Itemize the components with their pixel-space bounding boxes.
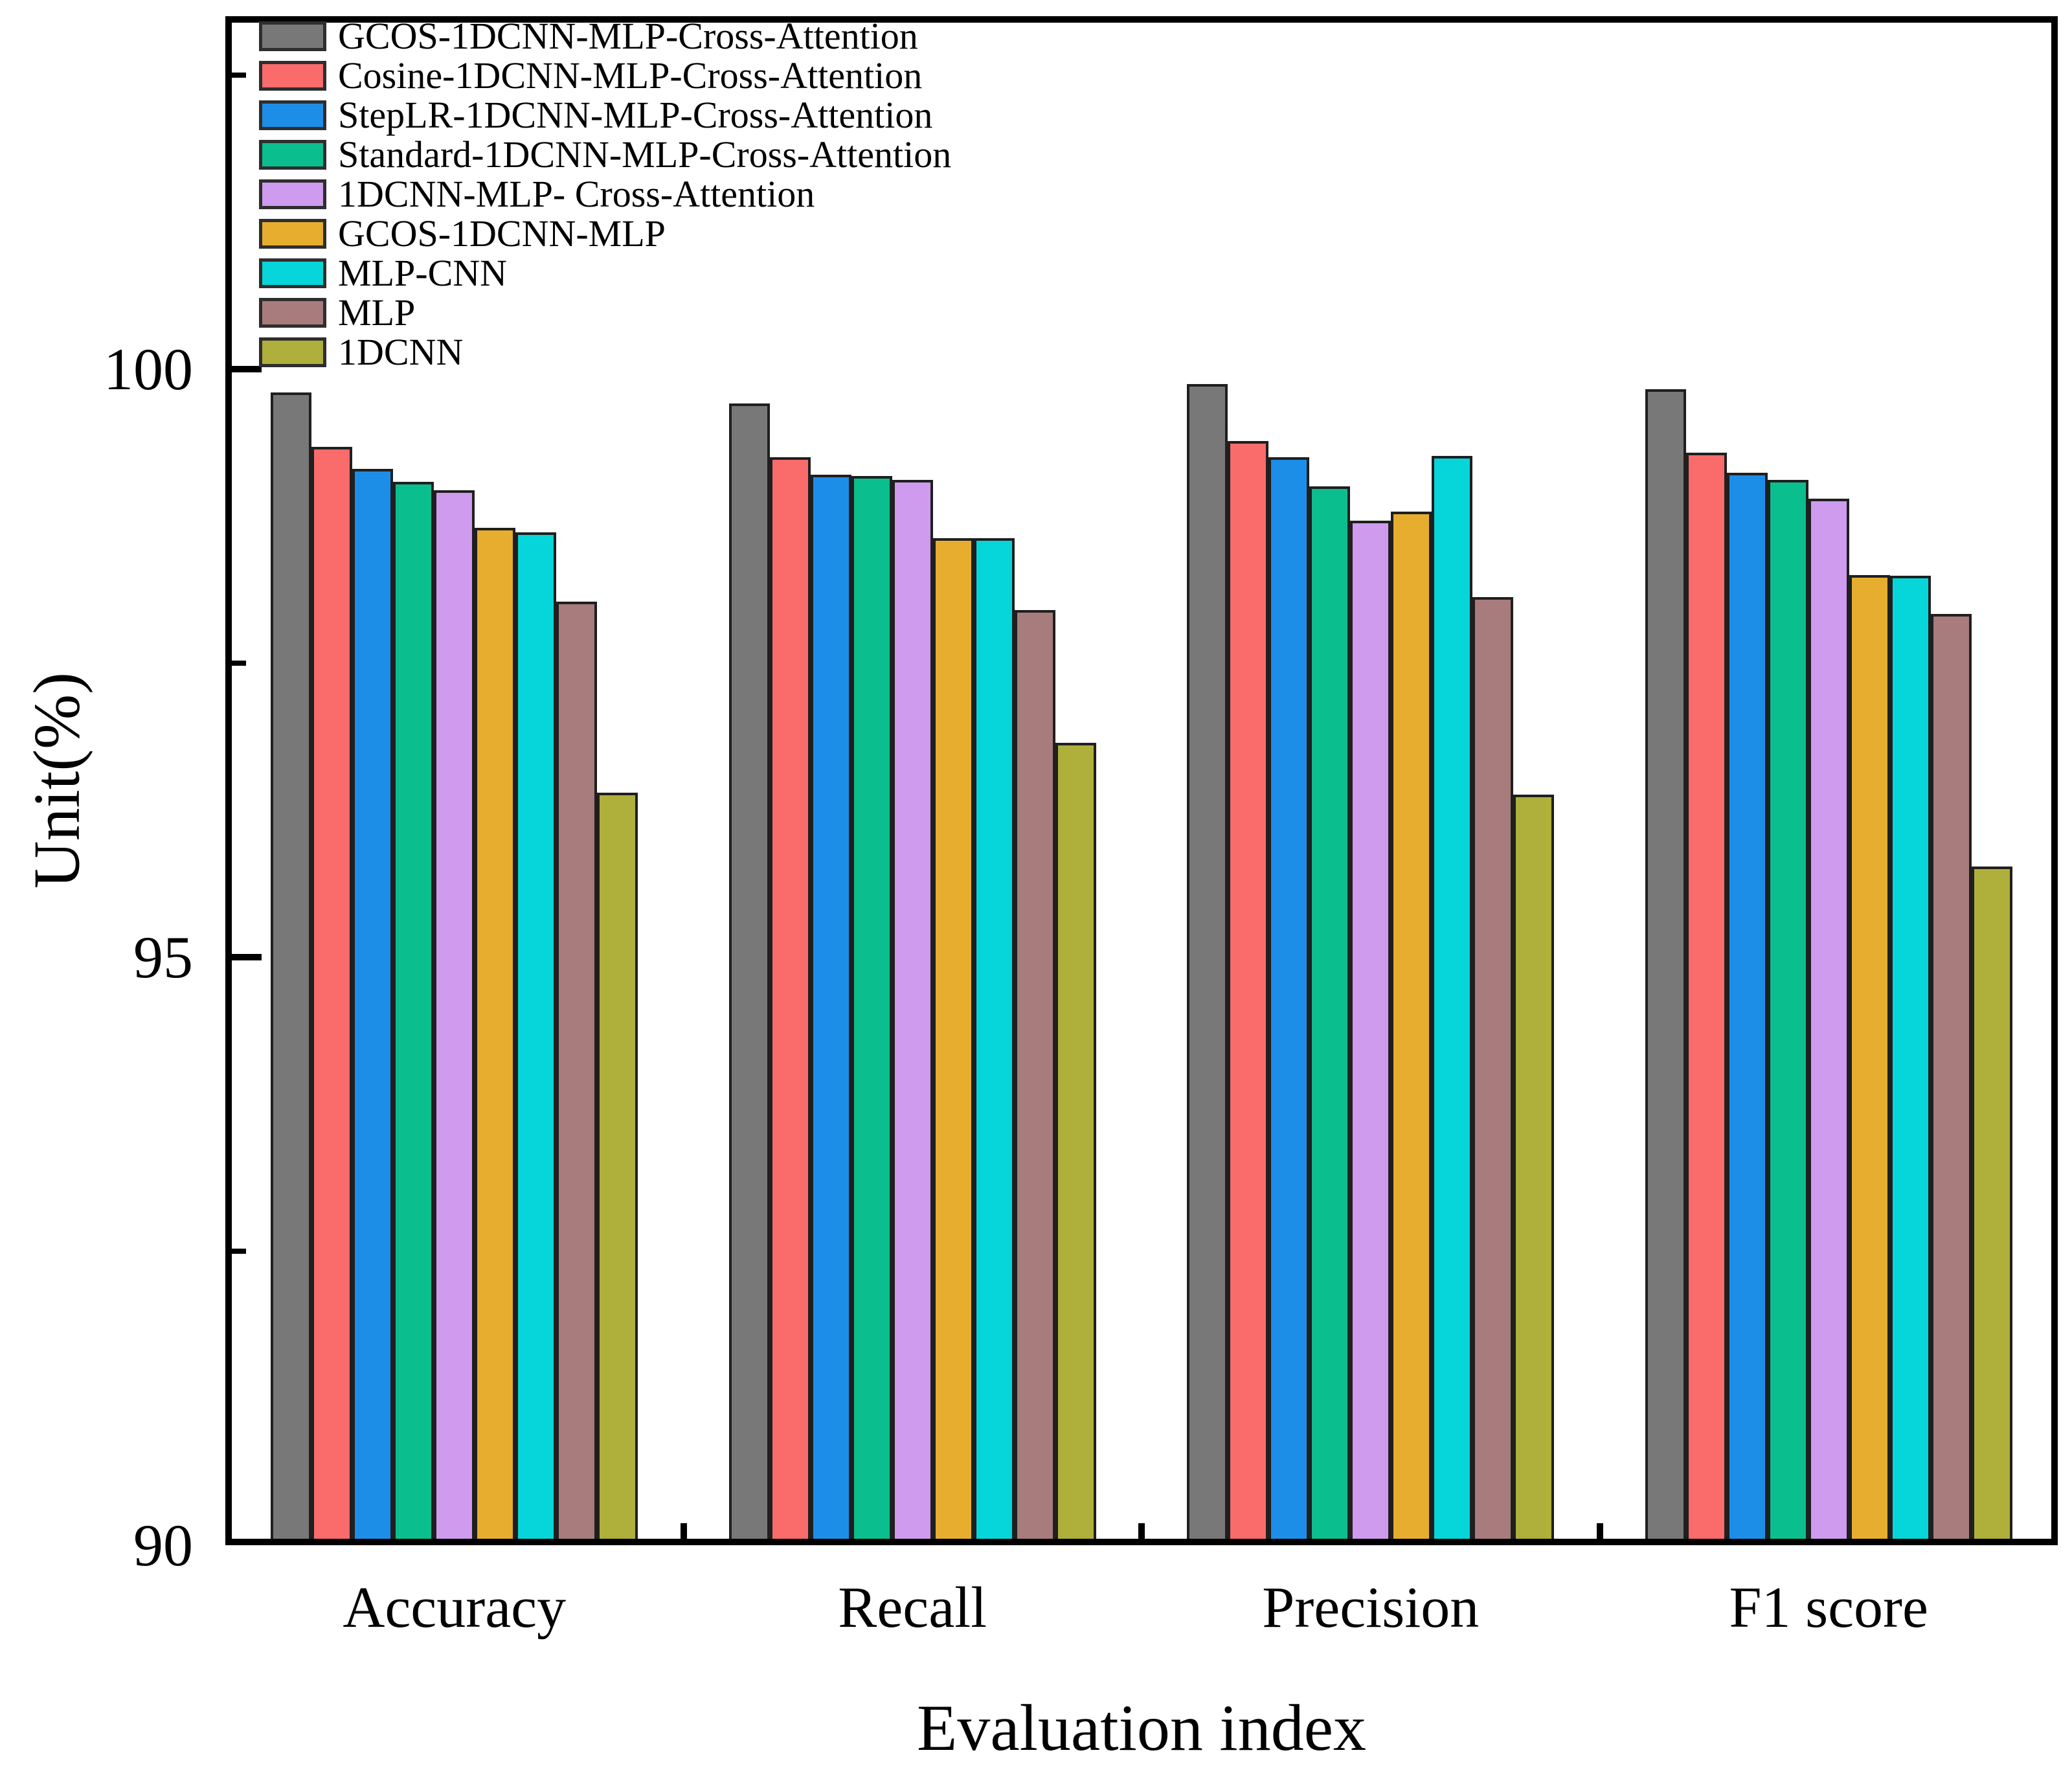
y-tick-label-100: 100	[104, 335, 193, 402]
bar-precision-s1	[1228, 440, 1269, 1545]
bar-accuracy-s5	[475, 528, 516, 1545]
y-major-tick-100	[232, 365, 262, 372]
legend-label-8: 1DCNN	[338, 331, 464, 373]
bar-precision-s4	[1350, 521, 1391, 1545]
bar-recall-s6	[973, 538, 1015, 1545]
legend-swatch-4	[259, 179, 326, 209]
x-tick-label-f1-score: F1 score	[1729, 1576, 1928, 1640]
y-minor-tick-92.5	[232, 1248, 246, 1254]
bar-f1-score-s4	[1808, 498, 1849, 1545]
legend-swatch-1	[259, 61, 326, 91]
bar-precision-s2	[1268, 457, 1310, 1545]
bar-precision-s5	[1391, 511, 1432, 1545]
bar-f1-score-s2	[1726, 472, 1768, 1545]
bar-accuracy-s0	[271, 392, 312, 1545]
legend-swatch-3	[259, 140, 326, 170]
x-tick-1	[680, 1523, 687, 1539]
bar-f1-score-s5	[1849, 574, 1890, 1545]
bar-recall-s7	[1014, 610, 1055, 1545]
bar-recall-s2	[810, 475, 851, 1545]
legend-swatch-6	[259, 258, 326, 288]
bar-accuracy-s4	[434, 490, 475, 1545]
bar-precision-s3	[1309, 486, 1351, 1545]
bar-recall-s5	[932, 538, 974, 1545]
bar-f1-score-s3	[1767, 479, 1808, 1545]
y-minor-tick-97.5	[232, 660, 246, 666]
legend-label-4: 1DCNN-MLP- Cross-Attention	[338, 173, 815, 215]
x-tick-2	[1138, 1523, 1145, 1539]
bar-recall-s3	[851, 476, 892, 1545]
x-axis-title: Evaluation index	[917, 1692, 1366, 1765]
bar-accuracy-s8	[597, 792, 638, 1545]
legend-label-1: Cosine-1DCNN-MLP-Cross-Attention	[338, 54, 923, 96]
bar-f1-score-s7	[1930, 613, 1972, 1545]
y-tick-label-95: 95	[133, 924, 193, 990]
bar-recall-s8	[1055, 743, 1096, 1545]
legend-label-5: GCOS-1DCNN-MLP	[338, 212, 666, 255]
bar-recall-s1	[769, 457, 811, 1545]
bar-precision-s7	[1472, 597, 1514, 1545]
legend-label-7: MLP	[338, 291, 416, 334]
bar-accuracy-s1	[311, 446, 353, 1545]
bar-accuracy-s2	[352, 469, 394, 1545]
legend-label-6: MLP-CNN	[338, 252, 508, 294]
legend-swatch-5	[259, 219, 326, 249]
x-tick-label-recall: Recall	[838, 1576, 987, 1640]
y-tick-label-90: 90	[133, 1512, 193, 1578]
bar-recall-s4	[892, 479, 933, 1545]
bar-f1-score-s0	[1645, 389, 1686, 1545]
bar-accuracy-s6	[515, 532, 557, 1545]
x-tick-label-accuracy: Accuracy	[343, 1576, 567, 1640]
legend-swatch-0	[259, 21, 326, 51]
bar-precision-s8	[1513, 795, 1555, 1545]
legend-swatch-2	[259, 100, 326, 130]
y-major-tick-95	[232, 953, 262, 960]
x-tick-label-precision: Precision	[1262, 1576, 1480, 1640]
bar-accuracy-s3	[393, 482, 434, 1545]
legend-label-0: GCOS-1DCNN-MLP-Cross-Attention	[338, 15, 918, 57]
bar-f1-score-s6	[1889, 576, 1931, 1545]
legend-swatch-7	[259, 298, 326, 328]
legend-label-2: StepLR-1DCNN-MLP-Cross-Attention	[338, 94, 933, 136]
legend-label-3: Standard-1DCNN-MLP-Cross-Attention	[338, 133, 952, 176]
bar-precision-s6	[1432, 456, 1473, 1545]
legend-swatch-8	[259, 337, 326, 367]
y-minor-tick-102.5	[232, 72, 246, 78]
y-axis-title: Unit(%)	[20, 672, 94, 889]
bar-f1-score-s8	[1971, 867, 2012, 1545]
bar-f1-score-s1	[1685, 452, 1727, 1545]
bar-precision-s0	[1187, 384, 1228, 1545]
bar-accuracy-s7	[556, 602, 598, 1545]
x-tick-3	[1596, 1523, 1603, 1539]
bar-recall-s0	[728, 403, 770, 1545]
